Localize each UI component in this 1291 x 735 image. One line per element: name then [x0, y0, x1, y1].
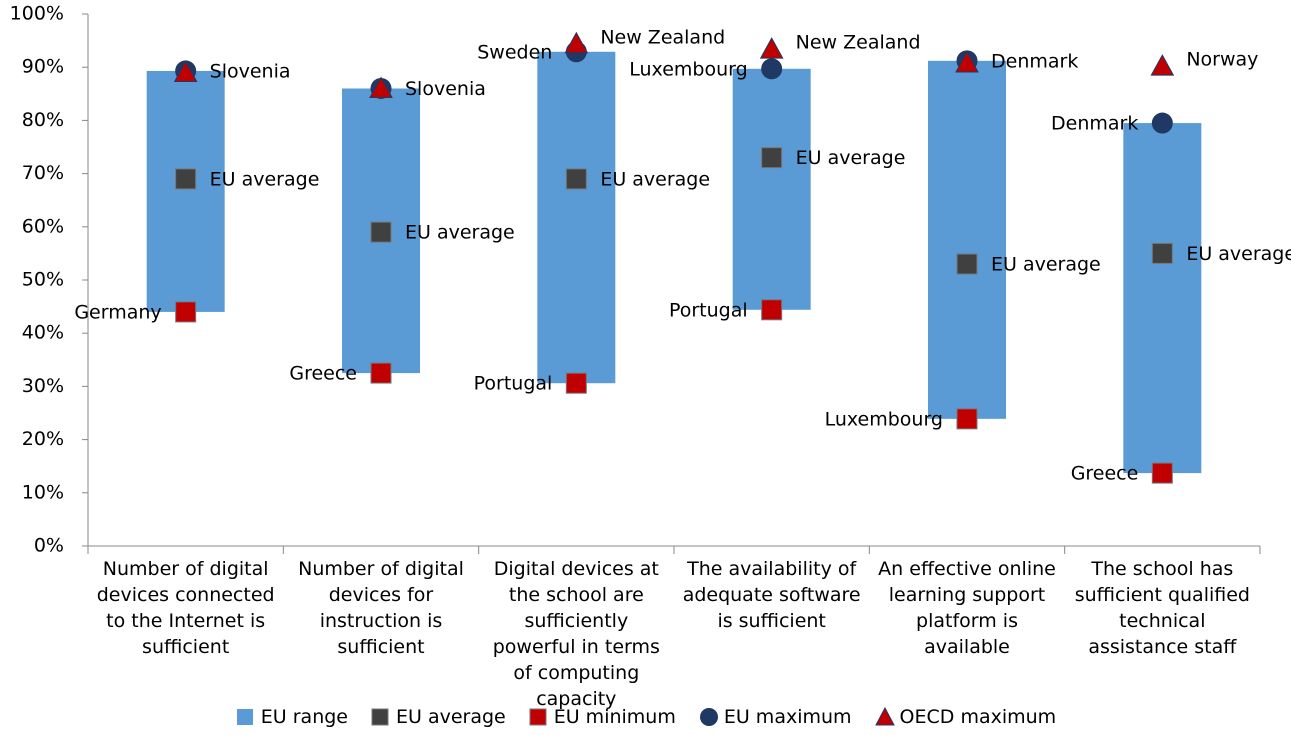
marker — [565, 372, 587, 394]
marker — [369, 76, 393, 98]
marker — [761, 58, 783, 80]
legend-swatch — [371, 708, 389, 726]
x-tick-label: Digital devices at the school are suffic… — [492, 558, 660, 710]
y-tick-label: 30% — [22, 375, 64, 397]
data-label: Portugal — [474, 373, 553, 395]
data-label: Luxembourg — [825, 408, 943, 430]
data-label: EU average — [210, 168, 320, 190]
legend-item: EU minimum — [528, 706, 676, 728]
y-tick-label: 20% — [22, 428, 64, 450]
y-tick-label: 60% — [22, 215, 64, 237]
marker — [175, 301, 197, 323]
marker — [175, 168, 197, 190]
data-label: Slovenia — [210, 60, 291, 82]
marker — [173, 60, 198, 83]
marker — [1150, 54, 1175, 76]
marker — [564, 31, 589, 54]
data-label: Greece — [1071, 463, 1139, 485]
marker — [761, 147, 783, 169]
data-label: New Zealand — [796, 32, 921, 54]
legend-item: OECD maximum — [874, 706, 1057, 728]
x-tick-label: The availability of adequate software is… — [682, 558, 861, 632]
range-bar — [732, 68, 811, 310]
data-label: Norway — [1186, 49, 1258, 71]
legend-swatch — [529, 708, 547, 726]
legend-label: EU minimum — [553, 706, 676, 728]
marker — [761, 299, 783, 321]
data-label: EU average — [991, 254, 1101, 276]
marker — [565, 168, 587, 190]
legend-swatch — [699, 708, 718, 726]
legend-item: EU range — [235, 706, 348, 728]
y-tick-label: 80% — [22, 109, 64, 131]
data-label: Denmark — [991, 50, 1078, 72]
range-bar — [146, 70, 225, 312]
marker — [956, 253, 978, 275]
y-tick-label: 70% — [22, 162, 64, 184]
marker — [956, 408, 978, 430]
legend-label: EU range — [260, 706, 348, 728]
legend-item: EU maximum — [698, 706, 852, 728]
data-label: Luxembourg — [629, 58, 747, 80]
y-tick-label: 50% — [22, 269, 64, 291]
legend-label: EU average — [396, 706, 506, 728]
marker — [759, 37, 784, 59]
marker — [1151, 242, 1173, 264]
data-label: Germany — [74, 301, 161, 323]
legend-symbol — [371, 708, 389, 726]
legend-label: OECD maximum — [899, 706, 1057, 728]
legend-symbol — [529, 708, 547, 726]
y-tick-label: 40% — [22, 322, 64, 344]
y-tick-label: 90% — [22, 56, 64, 78]
data-label: EU average — [1186, 243, 1291, 265]
legend-swatch — [236, 709, 253, 725]
x-tick-label: Number of digital devices for instructio… — [298, 558, 464, 658]
data-label: Denmark — [1051, 113, 1138, 135]
data-label: Sweden — [477, 41, 552, 63]
legend-item: EU average — [370, 706, 506, 728]
range-bar — [537, 51, 616, 384]
data-label: EU average — [600, 168, 710, 190]
legend-symbol — [236, 709, 253, 725]
legend-symbol — [874, 706, 895, 726]
x-tick-label: The school has sufficient qualified tech… — [1074, 558, 1250, 658]
marker — [1151, 462, 1173, 484]
data-label: EU average — [796, 147, 906, 169]
data-label: Greece — [289, 363, 357, 385]
range-bar — [1123, 123, 1202, 474]
data-label: Portugal — [669, 299, 748, 321]
legend: EU range EU average EU minimum EU maximum OE… — [0, 706, 1291, 728]
y-tick-label: 0% — [34, 535, 64, 557]
legend-label: EU maximum — [723, 706, 852, 728]
marker — [370, 362, 392, 384]
marker — [955, 50, 979, 73]
data-label: EU average — [405, 222, 515, 244]
x-tick-label: An effective online learning support pla… — [878, 558, 1056, 658]
x-tick-label: Number of digital devices connected to t… — [96, 558, 275, 658]
marker — [370, 221, 392, 243]
range-bar — [928, 60, 1006, 419]
data-label: Slovenia — [405, 78, 486, 100]
y-tick-label: 100% — [10, 3, 64, 25]
data-label: New Zealand — [600, 26, 725, 48]
legend-symbol — [699, 708, 718, 726]
marker — [1151, 112, 1173, 134]
legend-swatch — [874, 706, 895, 726]
y-tick-label: 10% — [22, 481, 64, 503]
